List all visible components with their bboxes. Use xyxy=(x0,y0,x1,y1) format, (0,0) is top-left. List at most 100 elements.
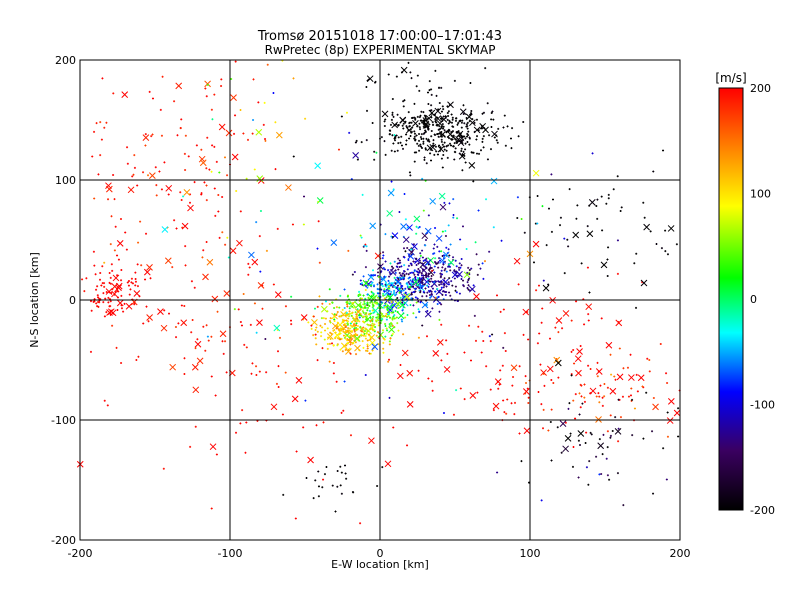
data-point xyxy=(418,116,421,119)
data-point xyxy=(420,286,423,289)
data-point xyxy=(326,327,329,330)
data-point xyxy=(162,467,165,470)
data-point xyxy=(175,336,178,339)
data-point xyxy=(540,403,543,406)
data-point-cross xyxy=(270,403,278,411)
data-point xyxy=(415,316,418,319)
data-point xyxy=(371,281,374,284)
data-point xyxy=(349,327,352,330)
data-point xyxy=(302,426,305,429)
data-point xyxy=(453,142,456,145)
data-point xyxy=(116,274,119,277)
data-point xyxy=(340,115,343,118)
data-point xyxy=(369,301,372,304)
data-point-cross xyxy=(274,291,282,298)
data-point xyxy=(360,333,363,336)
data-point xyxy=(649,230,652,233)
data-point xyxy=(436,132,439,135)
data-point-cross xyxy=(411,243,418,250)
data-point xyxy=(456,123,459,126)
data-point xyxy=(442,115,445,118)
data-point xyxy=(451,125,454,128)
data-point xyxy=(477,325,480,328)
data-point xyxy=(567,407,570,410)
data-point-cross xyxy=(424,227,432,235)
data-point xyxy=(457,130,460,133)
data-point xyxy=(135,358,138,361)
data-point-cross xyxy=(394,300,402,308)
data-point xyxy=(322,317,325,320)
data-point xyxy=(464,142,467,145)
data-point xyxy=(434,296,437,299)
data-point xyxy=(586,225,589,228)
data-point xyxy=(322,478,325,481)
data-point xyxy=(366,302,369,305)
data-point xyxy=(437,261,440,264)
data-point xyxy=(393,150,396,153)
data-point xyxy=(422,290,425,293)
data-point xyxy=(441,120,444,123)
data-point xyxy=(335,327,338,330)
x-tick-label: -100 xyxy=(218,547,243,560)
data-point xyxy=(425,137,428,140)
data-point-cross xyxy=(559,420,567,427)
data-point-cross xyxy=(381,110,389,118)
data-point xyxy=(453,79,456,82)
data-point xyxy=(116,296,119,299)
data-point xyxy=(264,137,267,140)
data-point xyxy=(386,308,389,311)
data-point xyxy=(606,275,609,278)
data-point-cross xyxy=(597,442,605,450)
data-point xyxy=(367,313,370,316)
data-point xyxy=(424,147,427,150)
data-point xyxy=(183,372,186,375)
data-point xyxy=(609,434,612,437)
data-point xyxy=(372,292,375,295)
data-point xyxy=(403,256,406,259)
data-point xyxy=(438,101,441,104)
data-point xyxy=(440,303,443,306)
data-point-cross xyxy=(447,130,454,138)
data-point xyxy=(452,198,455,201)
data-point xyxy=(366,309,369,312)
data-point xyxy=(136,263,139,266)
data-point xyxy=(403,99,406,102)
data-point xyxy=(390,290,393,293)
data-point xyxy=(441,230,444,233)
data-point xyxy=(328,302,331,305)
data-point xyxy=(430,109,433,112)
data-point-cross xyxy=(426,144,434,152)
data-point-cross xyxy=(615,319,623,327)
data-point xyxy=(383,338,386,341)
data-point xyxy=(392,292,395,295)
data-point xyxy=(497,127,500,130)
data-point xyxy=(366,323,369,326)
data-point xyxy=(102,301,105,304)
data-point xyxy=(373,285,376,288)
data-point xyxy=(349,324,352,327)
data-point xyxy=(437,295,440,298)
data-point-cross xyxy=(307,456,314,464)
data-point xyxy=(368,304,371,307)
data-point xyxy=(555,358,558,361)
data-point xyxy=(369,320,372,323)
data-point xyxy=(347,320,350,323)
data-point-cross xyxy=(218,123,226,131)
data-point xyxy=(460,277,463,280)
data-point xyxy=(445,270,448,273)
data-point xyxy=(321,326,324,329)
data-point xyxy=(438,86,441,89)
data-point xyxy=(527,396,530,399)
data-point xyxy=(354,324,357,327)
data-point xyxy=(421,121,424,124)
data-point xyxy=(223,156,226,159)
data-point xyxy=(393,317,396,320)
data-point xyxy=(416,297,419,300)
data-point-cross xyxy=(673,409,681,417)
data-point xyxy=(343,322,346,325)
data-point xyxy=(349,341,352,344)
data-point xyxy=(460,264,463,267)
data-point xyxy=(145,232,148,235)
data-point xyxy=(596,217,599,220)
data-point xyxy=(461,225,464,228)
